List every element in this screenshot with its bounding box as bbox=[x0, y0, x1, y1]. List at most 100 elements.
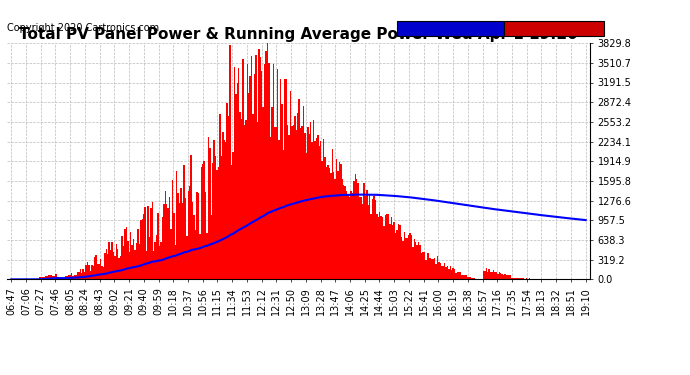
Bar bbox=[314, 141, 316, 279]
Bar bbox=[457, 272, 458, 279]
Bar bbox=[179, 203, 180, 279]
Bar bbox=[224, 140, 225, 279]
Bar bbox=[484, 271, 486, 279]
Bar bbox=[189, 186, 190, 279]
Bar bbox=[322, 161, 323, 279]
Bar bbox=[106, 249, 107, 279]
Bar bbox=[86, 265, 87, 279]
Bar bbox=[298, 99, 300, 279]
Bar bbox=[494, 272, 495, 279]
Bar bbox=[110, 250, 111, 279]
Bar bbox=[254, 74, 255, 279]
Bar bbox=[116, 243, 117, 279]
Text: Average  (DC Watts): Average (DC Watts) bbox=[399, 23, 510, 33]
Bar bbox=[375, 200, 376, 279]
Bar bbox=[41, 277, 42, 279]
Bar bbox=[489, 269, 490, 279]
Bar bbox=[250, 76, 251, 279]
Bar bbox=[304, 133, 306, 279]
Bar bbox=[278, 140, 279, 279]
Bar bbox=[63, 278, 65, 279]
Bar bbox=[46, 276, 48, 279]
Bar bbox=[393, 222, 395, 279]
Bar bbox=[507, 275, 509, 279]
Bar bbox=[230, 165, 233, 279]
Bar bbox=[352, 193, 353, 279]
Bar bbox=[264, 64, 266, 279]
Bar bbox=[261, 70, 262, 279]
Bar bbox=[251, 56, 253, 279]
Bar bbox=[87, 261, 88, 279]
Bar bbox=[131, 245, 133, 279]
Bar bbox=[51, 275, 52, 279]
Bar bbox=[487, 272, 489, 279]
Bar bbox=[523, 278, 524, 279]
Bar bbox=[213, 140, 215, 279]
Text: Copyright 2020 Cartronics.com: Copyright 2020 Cartronics.com bbox=[7, 23, 159, 33]
Bar bbox=[156, 235, 157, 279]
Bar bbox=[169, 197, 170, 279]
Bar bbox=[217, 170, 218, 279]
Bar bbox=[302, 126, 303, 279]
Bar bbox=[241, 119, 242, 279]
Bar bbox=[100, 258, 101, 279]
Bar bbox=[388, 214, 389, 279]
Bar bbox=[371, 214, 372, 279]
Bar bbox=[238, 68, 239, 279]
Bar bbox=[242, 58, 244, 279]
Bar bbox=[377, 217, 379, 279]
Bar bbox=[92, 266, 94, 279]
Bar bbox=[65, 276, 67, 279]
Bar bbox=[185, 198, 186, 279]
Bar bbox=[286, 79, 287, 279]
Bar bbox=[245, 120, 246, 279]
Bar bbox=[474, 278, 475, 279]
Bar bbox=[101, 266, 103, 279]
Bar bbox=[228, 117, 229, 279]
Bar bbox=[111, 242, 112, 279]
Bar bbox=[192, 202, 193, 279]
Bar bbox=[149, 237, 150, 279]
Bar bbox=[514, 278, 516, 279]
Bar bbox=[184, 165, 185, 279]
Bar bbox=[268, 63, 270, 279]
Bar bbox=[319, 146, 320, 279]
Bar bbox=[336, 159, 337, 279]
Bar bbox=[84, 273, 86, 279]
Bar bbox=[311, 142, 313, 279]
Bar bbox=[413, 239, 415, 279]
Bar bbox=[54, 276, 55, 279]
Bar bbox=[483, 271, 484, 279]
Bar bbox=[451, 270, 453, 279]
Bar bbox=[164, 191, 166, 279]
Bar bbox=[363, 183, 364, 279]
Bar bbox=[340, 164, 342, 279]
Bar bbox=[229, 45, 230, 279]
Bar bbox=[155, 242, 156, 279]
Bar bbox=[274, 127, 275, 279]
Bar bbox=[221, 156, 222, 279]
Bar bbox=[330, 174, 331, 279]
Bar bbox=[81, 273, 83, 279]
Bar bbox=[168, 208, 169, 279]
Bar bbox=[395, 233, 396, 279]
Bar bbox=[466, 274, 467, 279]
Bar bbox=[67, 276, 68, 279]
Bar bbox=[186, 236, 188, 279]
Bar bbox=[293, 125, 294, 279]
Bar bbox=[233, 152, 234, 279]
Bar bbox=[434, 258, 435, 279]
Bar bbox=[130, 231, 131, 279]
Bar bbox=[499, 272, 500, 279]
Bar bbox=[386, 214, 388, 279]
Bar bbox=[337, 171, 339, 279]
Bar bbox=[357, 183, 359, 279]
Bar bbox=[310, 122, 311, 279]
Bar bbox=[146, 251, 147, 279]
Bar bbox=[290, 92, 291, 279]
Bar bbox=[195, 230, 196, 279]
Bar bbox=[121, 236, 123, 279]
Bar bbox=[320, 141, 322, 279]
Bar bbox=[273, 64, 274, 279]
Bar bbox=[153, 251, 155, 279]
